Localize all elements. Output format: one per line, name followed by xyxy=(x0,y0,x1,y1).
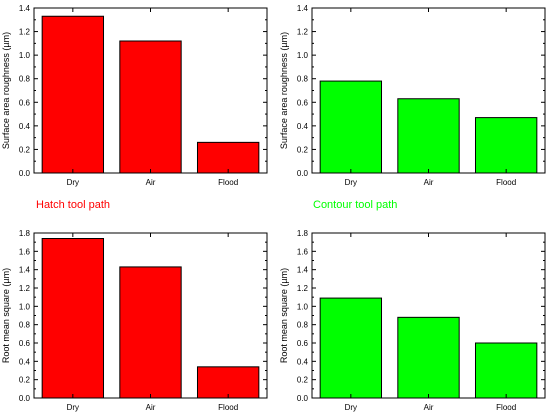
x-tick-label: Dry xyxy=(345,178,357,187)
bar xyxy=(397,98,460,174)
y-tick-label: 1.8 xyxy=(297,229,309,238)
x-tick-label: Dry xyxy=(67,178,79,187)
y-tick-label: 1.2 xyxy=(19,284,31,293)
y-tick-label: 0.0 xyxy=(19,394,31,403)
y-tick-label: 0.6 xyxy=(19,339,31,348)
x-tick-label: Air xyxy=(146,403,156,412)
bar xyxy=(119,40,182,174)
y-tick-label: 0.2 xyxy=(297,145,309,154)
x-tick-label: Flood xyxy=(218,403,238,412)
x-tick-label: Flood xyxy=(218,178,238,187)
x-tick-label: Dry xyxy=(345,403,357,412)
y-tick-label: 1.2 xyxy=(297,284,309,293)
bar xyxy=(474,342,538,399)
bar xyxy=(474,117,538,174)
x-tick-label: Air xyxy=(424,178,434,187)
y-tick-label: 0.8 xyxy=(297,75,309,84)
contour-tool-path-label: Contour tool path xyxy=(313,199,398,211)
y-tick-label: 1.2 xyxy=(19,28,31,37)
y-tick-label: 1.6 xyxy=(297,247,309,256)
x-tick-label: Flood xyxy=(496,403,516,412)
x-tick-label: Air xyxy=(424,403,434,412)
y-tick-label: 0.2 xyxy=(19,145,31,154)
y-tick-label: 0.2 xyxy=(19,376,31,385)
y-tick-label: 1.4 xyxy=(297,4,309,13)
y-axis-label: Surface area roughness (µm) xyxy=(1,32,11,149)
y-tick-label: 1.6 xyxy=(19,247,31,256)
bar xyxy=(397,316,460,399)
bar xyxy=(41,238,105,399)
y-tick-label: 0.6 xyxy=(297,339,309,348)
y-tick-label: 0.8 xyxy=(19,75,31,84)
chart-panel-1: 0.0 0.2 0.4 0.6 0.8 1.0 1.2 1.4 Dry Air Flood Surfa… xyxy=(1,4,268,187)
y-tick-label: 1.4 xyxy=(19,4,31,13)
hatch-tool-path-label: Hatch tool path xyxy=(36,199,110,211)
x-tick-label: Dry xyxy=(67,403,79,412)
y-tick-label: 0.8 xyxy=(297,321,309,330)
y-tick-label: 1.2 xyxy=(297,28,309,37)
y-tick-label: 1.8 xyxy=(19,229,31,238)
y-tick-label: 0.4 xyxy=(297,357,309,366)
y-tick-label: 0.0 xyxy=(297,394,309,403)
y-tick-label: 0.0 xyxy=(19,169,31,178)
chart-panel-3: 0.0 0.2 0.4 0.6 0.8 1.0 1.2 1.4 1.6 1.8 Dry Air Floo… xyxy=(1,229,268,412)
y-axis-label: Root mean square (µm) xyxy=(1,268,11,363)
y-tick-label: 0.6 xyxy=(19,98,31,107)
x-tick-label: Flood xyxy=(496,178,516,187)
x-tick-label: Air xyxy=(146,178,156,187)
chart-panel-4: 0.0 0.2 0.4 0.6 0.8 1.0 1.2 1.4 1.6 1.8 Dry Air Floo… xyxy=(279,229,546,412)
y-tick-label: 1.0 xyxy=(297,302,309,311)
bar xyxy=(319,80,383,174)
y-tick-label: 0.8 xyxy=(19,321,31,330)
bar xyxy=(119,266,182,399)
y-tick-label: 1.0 xyxy=(19,51,31,60)
bar xyxy=(196,366,260,399)
y-tick-label: 1.0 xyxy=(297,51,309,60)
y-tick-label: 0.4 xyxy=(19,122,31,131)
bar xyxy=(196,141,260,174)
y-tick-label: 0.4 xyxy=(297,122,309,131)
y-tick-label: 0.2 xyxy=(297,376,309,385)
y-tick-label: 1.0 xyxy=(19,302,31,311)
chart-panel-2: 0.0 0.2 0.4 0.6 0.8 1.0 1.2 1.4 Dry Air Flood Surfa… xyxy=(279,4,546,187)
y-tick-label: 1.4 xyxy=(19,266,31,275)
bar xyxy=(41,15,105,174)
y-tick-label: 1.4 xyxy=(297,266,309,275)
y-axis-label: Surface area roughness (µm) xyxy=(279,32,289,149)
y-axis-label: Root mean square (µm) xyxy=(279,268,289,363)
bar xyxy=(319,297,383,399)
y-tick-label: 0.4 xyxy=(19,357,31,366)
y-tick-label: 0.6 xyxy=(297,98,309,107)
y-tick-label: 0.0 xyxy=(297,169,309,178)
